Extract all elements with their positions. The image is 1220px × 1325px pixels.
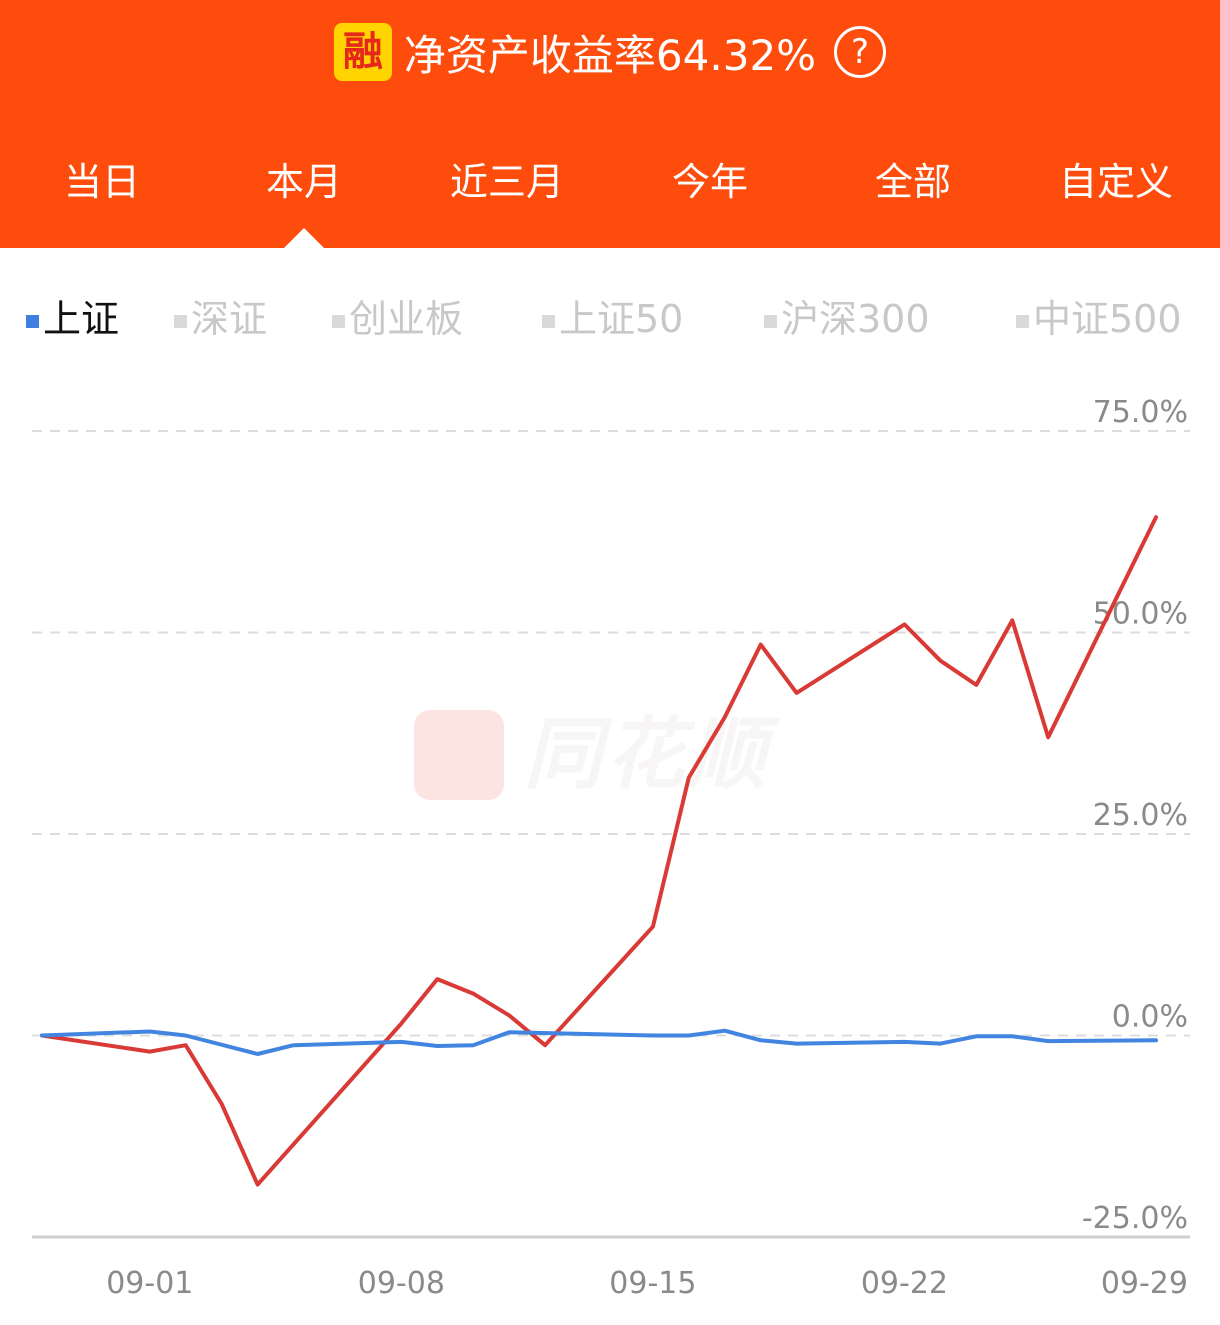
- active-tab-caret: [284, 228, 324, 248]
- x-tick-label: 09-01: [106, 1266, 193, 1301]
- legend-swatch: [174, 315, 187, 328]
- y-tick-label: 25.0%: [1093, 798, 1188, 833]
- legend-item-sh[interactable]: 上证: [26, 292, 119, 346]
- x-tick-label: 09-22: [861, 1266, 948, 1301]
- tab-month[interactable]: 本月: [265, 160, 342, 204]
- tab-year[interactable]: 今年: [671, 160, 748, 204]
- y-tick-label: 75.0%: [1093, 395, 1188, 430]
- legend-item-cyb[interactable]: 创业板: [332, 292, 463, 346]
- legend-swatch: [1016, 315, 1029, 328]
- x-tick-label: 09-15: [609, 1266, 696, 1301]
- legend-label: 中证500: [1033, 297, 1182, 341]
- question-circle-icon[interactable]: ?: [834, 26, 887, 78]
- return-line-chart: 75.0%50.0%25.0%0.0%-25.0%09-01 09-08 09-15…: [32, 395, 1190, 1301]
- tab-3months[interactable]: 近三月: [449, 160, 564, 204]
- watermark: 同花顺: [414, 710, 814, 800]
- legend-label: 沪深300: [781, 297, 930, 341]
- watermark-logo-icon: [414, 710, 504, 800]
- legend-label: 上证50: [559, 297, 684, 341]
- index-legend: 上证 深证 创业板 上证50 沪深300 中证500: [0, 292, 1220, 346]
- tab-all[interactable]: 全部: [874, 160, 951, 204]
- y-tick-label: -25.0%: [1082, 1201, 1188, 1236]
- legend-swatch: [764, 315, 777, 328]
- legend-label: 创业板: [349, 297, 464, 341]
- legend-swatch: [26, 315, 39, 328]
- index-return-line: [40, 1028, 1158, 1056]
- header-bar: 融 净资产收益率64.32% ? 当日 本月 近三月 今年 全部 自定义: [0, 0, 1220, 248]
- legend-item-hs300[interactable]: 沪深300: [764, 292, 930, 346]
- tab-custom[interactable]: 自定义: [1058, 160, 1173, 204]
- legend-item-sz[interactable]: 深证: [174, 292, 267, 346]
- legend-swatch: [542, 315, 555, 328]
- x-tick-label: 09-29: [1101, 1266, 1188, 1301]
- account-return-line: [40, 515, 1158, 1187]
- watermark-text: 同花顺: [524, 710, 771, 800]
- period-tabs: 当日 本月 近三月 今年 全部 自定义: [0, 150, 1220, 214]
- margin-badge: 融: [333, 23, 392, 81]
- page-title: 净资产收益率64.32%: [403, 30, 817, 80]
- legend-item-sz50[interactable]: 上证50: [542, 292, 683, 346]
- legend-label: 上证: [43, 297, 120, 341]
- y-tick-label: 0.0%: [1112, 1000, 1188, 1035]
- legend-label: 深证: [191, 297, 268, 341]
- title-row: 融 净资产收益率64.32% ?: [0, 20, 1220, 84]
- x-tick-label: 09-08: [358, 1266, 445, 1301]
- legend-item-zz500[interactable]: 中证500: [1016, 292, 1182, 346]
- legend-swatch: [332, 315, 345, 328]
- tab-today[interactable]: 当日: [63, 160, 140, 204]
